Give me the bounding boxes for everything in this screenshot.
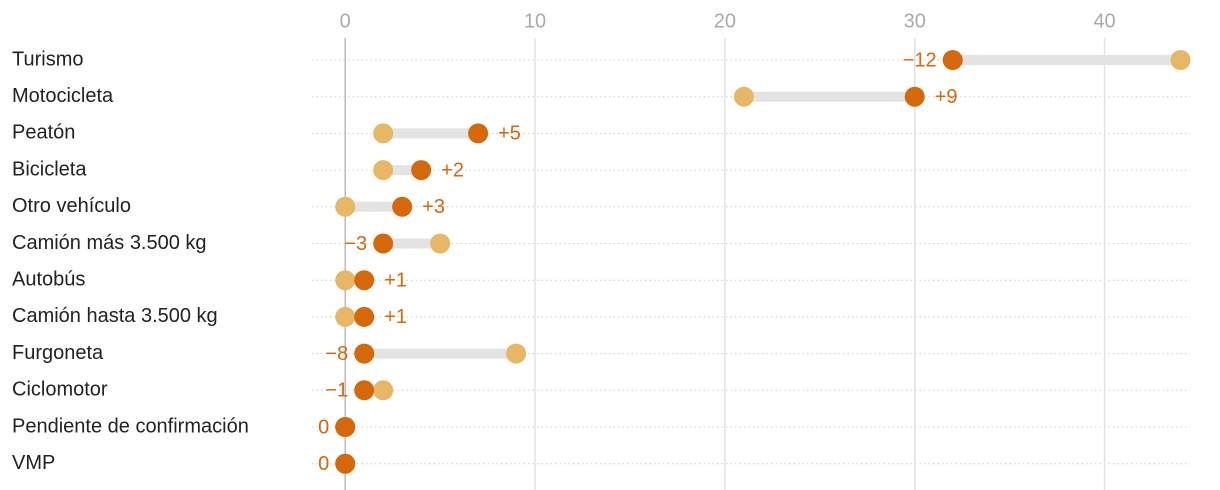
dot [392, 196, 413, 217]
dot [354, 343, 375, 364]
x-tick-label: 30 [904, 10, 926, 32]
dot [354, 306, 375, 327]
change-label: −3 [344, 233, 367, 255]
dot [354, 270, 375, 291]
dot [335, 196, 356, 217]
x-tick-label: 20 [714, 10, 736, 32]
change-label: −12 [903, 49, 937, 71]
change-label: +2 [441, 159, 464, 181]
change-label: −8 [325, 343, 348, 365]
dot [733, 86, 754, 107]
dot [373, 380, 394, 401]
category-label: Otro vehículo [12, 195, 131, 217]
x-tick-label: 10 [524, 10, 546, 32]
category-label: Pendiente de confirmación [12, 415, 249, 437]
change-label: 0 [318, 453, 329, 475]
category-label: Motocicleta [12, 85, 114, 107]
category-label: Camión hasta 3.500 kg [12, 305, 218, 327]
dot [373, 233, 394, 254]
change-label: +3 [422, 196, 445, 218]
change-label: +9 [935, 86, 958, 108]
change-label: +1 [384, 269, 407, 291]
dot [430, 233, 451, 254]
dot [335, 453, 356, 474]
dot [335, 306, 356, 327]
dot [335, 417, 356, 437]
dot [1170, 50, 1191, 70]
category-label: Peatón [12, 122, 75, 144]
dot [373, 160, 394, 181]
x-tick-label: 0 [340, 10, 351, 32]
change-label: +1 [384, 306, 407, 328]
x-tick-label: 40 [1093, 10, 1115, 32]
category-label: Furgoneta [12, 342, 104, 364]
category-label: Bicicleta [12, 158, 87, 180]
dot [506, 343, 527, 364]
dot [411, 160, 432, 181]
dot [335, 270, 356, 291]
dot [373, 123, 394, 144]
category-label: Ciclomotor [12, 379, 108, 401]
category-label: Camión más 3.500 kg [12, 232, 207, 254]
category-label: VMP [12, 452, 55, 474]
category-label: Autobús [12, 268, 85, 290]
change-label: −1 [325, 380, 348, 402]
dot [942, 50, 963, 70]
dot [468, 123, 489, 144]
dot [354, 380, 375, 401]
category-label: Turismo [12, 48, 83, 70]
change-label: 0 [318, 416, 329, 438]
dot [904, 86, 925, 107]
change-label: +5 [498, 123, 521, 145]
